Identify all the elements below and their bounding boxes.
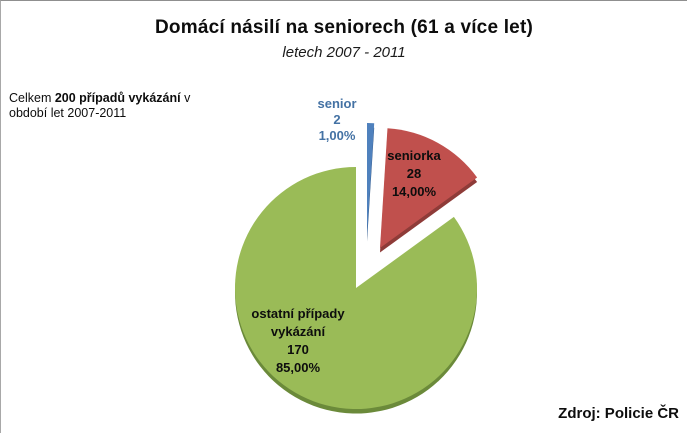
chart-subtitle: letech 2007 - 2011 (282, 44, 406, 61)
slice-label-ostatni-pct: 85,00% (275, 360, 321, 375)
slice-label-seniorka-pct: 14,00% (391, 184, 437, 199)
chart-title: Domácí násilí na seniorech (61 a více le… (155, 17, 533, 38)
source-note: Zdroj: Policie ČR (558, 405, 679, 422)
slice-label-senior-pct: 1,00% (318, 128, 356, 143)
annotation-prefix: Celkem (9, 91, 55, 105)
slice-label-senior-value: 2 (333, 112, 341, 127)
annotation-bold-total: 200 případů vykázání (54, 91, 181, 105)
pie-slice-0 (367, 122, 375, 237)
slice-label-seniorka-name: seniorka (387, 148, 441, 163)
pie-slice-1 (380, 128, 478, 248)
annotation-line2: období let 2007-2011 (9, 106, 127, 120)
total-annotation: Celkem 200 případů vykázání v období let… (9, 91, 224, 121)
slice-label-ostatni-name1: ostatní případy (251, 306, 345, 321)
slice-label-ostatni-name2: vykázání (270, 324, 326, 339)
slice-label-seniorka-value: 28 (406, 166, 422, 181)
slice-label-senior: senior 2 1,00% (287, 96, 387, 144)
pie-slice-2 (234, 167, 477, 409)
slice-label-ostatni-value: 170 (287, 342, 309, 357)
annotation-suffix: v (180, 91, 191, 105)
slice-label-senior-name: senior (317, 96, 357, 111)
slice-label-seniorka: seniorka 28 14,00% (364, 147, 464, 201)
slice-label-ostatni: ostatní případy vykázání 170 85,00% (228, 305, 368, 377)
